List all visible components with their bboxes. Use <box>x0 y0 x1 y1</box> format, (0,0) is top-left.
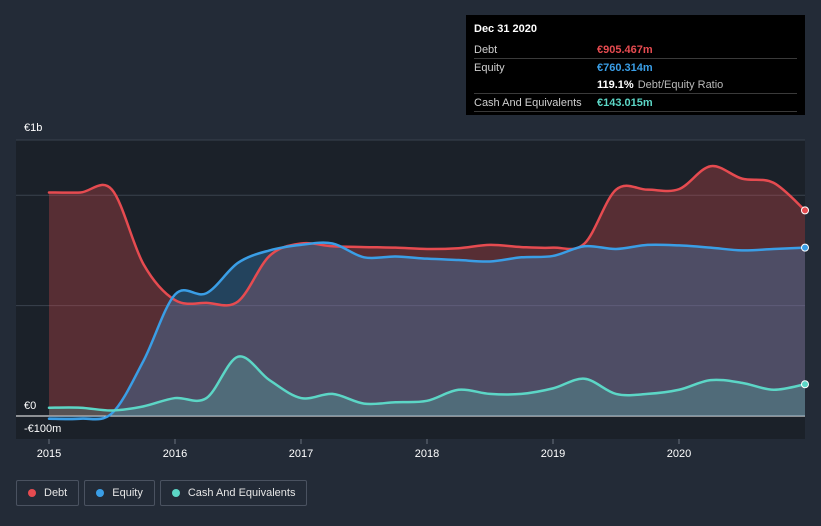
tooltip-cash-label: Cash And Equivalents <box>474 96 582 109</box>
x-label-2019: 2019 <box>541 448 565 460</box>
y-label-0: €0 <box>24 400 36 412</box>
area-cash-and-equivalents <box>49 356 805 416</box>
y-label--100: -€100m <box>24 423 61 435</box>
end-marker-cash-and-equivalents <box>801 380 809 389</box>
x-label-2017: 2017 <box>289 448 313 460</box>
tooltip-ratio-value: 119.1% <box>597 78 634 91</box>
legend-item-debt[interactable]: Debt <box>16 480 80 506</box>
legend-dot-cash-icon <box>171 489 180 497</box>
tooltip-ratio-label: Debt/Equity Ratio <box>637 78 724 91</box>
y-label-1000: €1b <box>24 122 42 134</box>
chart-legend: Debt Equity Cash And Equivalents <box>16 480 308 506</box>
tooltip-row-cash: Cash And Equivalents €143.015m <box>474 94 797 112</box>
legend-item-equity[interactable]: Equity <box>84 480 155 506</box>
legend-label-equity: Equity <box>112 487 143 499</box>
x-label-2016: 2016 <box>163 448 187 460</box>
end-marker-equity <box>801 243 809 252</box>
legend-label-debt: Debt <box>44 487 68 499</box>
tooltip-debt-label: Debt <box>474 43 498 56</box>
x-axis-labels: 2015 2016 2017 2018 2019 2020 <box>37 448 691 460</box>
tooltip-cash-value: €143.015m <box>597 96 653 109</box>
line-cash-and-equivalents <box>47 355 807 412</box>
x-label-2020: 2020 <box>667 448 691 460</box>
x-label-2015: 2015 <box>37 448 61 460</box>
area-equity <box>49 242 805 420</box>
legend-dot-equity-icon <box>96 489 105 497</box>
tooltip-debt-value: €905.467m <box>597 43 653 56</box>
gridlines <box>16 139 805 444</box>
data-tooltip: Dec 31 2020 Debt €905.467m Equity €760.3… <box>466 15 805 115</box>
y-axis-labels: €1b €0 -€100m <box>24 122 61 435</box>
line-equity <box>47 241 807 421</box>
series-areas <box>49 166 805 420</box>
tooltip-equity-label: Equity <box>474 61 505 74</box>
tooltip-row-ratio: 119.1% Debt/Equity Ratio <box>474 76 797 94</box>
series-end-markers <box>801 206 809 389</box>
tooltip-equity-value: €760.314m <box>597 61 653 74</box>
legend-item-cash[interactable]: Cash And Equivalents <box>159 480 308 506</box>
legend-label-cash: Cash And Equivalents <box>187 487 296 499</box>
series-lines <box>47 164 807 421</box>
tooltip-row-debt: Debt €905.467m <box>474 41 797 59</box>
tooltip-row-equity: Equity €760.314m <box>474 59 797 76</box>
legend-dot-debt-icon <box>28 489 36 497</box>
area-debt <box>49 166 805 416</box>
tooltip-date: Dec 31 2020 <box>474 23 537 35</box>
x-label-2018: 2018 <box>415 448 439 460</box>
end-marker-debt <box>801 206 809 215</box>
